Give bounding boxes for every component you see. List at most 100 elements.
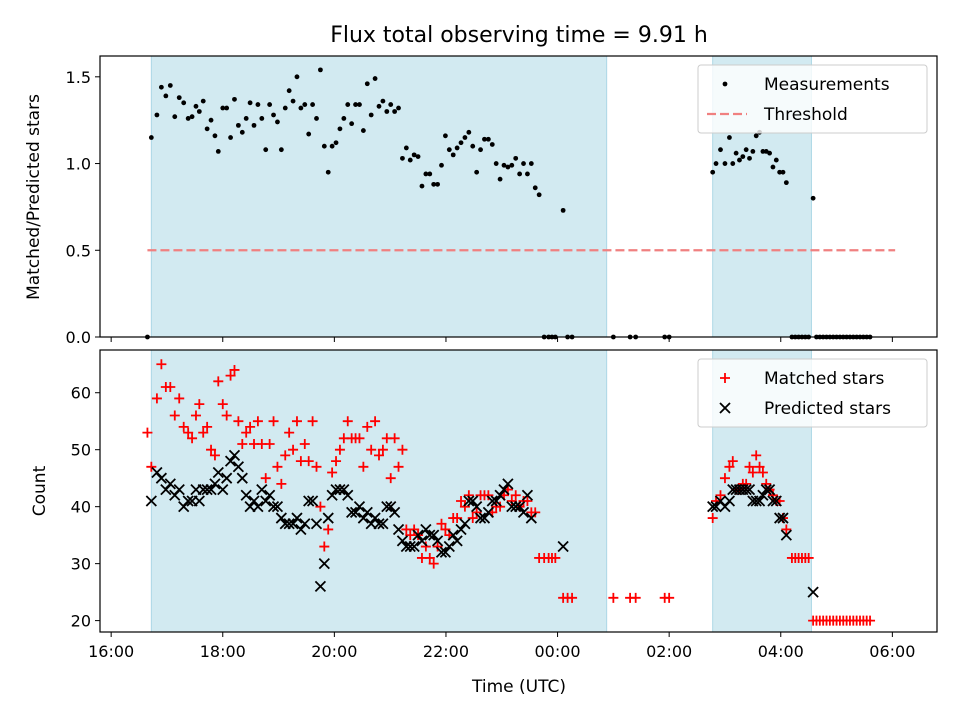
matched-star-point — [630, 592, 641, 603]
predicted-star-point — [283, 518, 295, 530]
measurement-point — [318, 67, 323, 73]
matched-star-point — [327, 467, 338, 478]
predicted-star-point — [439, 546, 452, 558]
predicted-star-point — [459, 518, 471, 530]
predicted-star-point — [381, 501, 393, 513]
matched-star-point — [374, 450, 384, 461]
matched-star-point — [264, 439, 275, 449]
measurement-point — [255, 102, 261, 107]
measurement-point — [200, 98, 206, 104]
measurement-point — [298, 105, 304, 111]
matched-star-point — [664, 592, 675, 603]
predicted-star-point — [396, 535, 409, 547]
y-tick-label: 50 — [71, 441, 91, 460]
predicted-star-point — [498, 483, 510, 496]
predicted-star-point — [385, 501, 397, 513]
matched-star-point — [510, 490, 521, 501]
measurement-point — [435, 181, 440, 187]
measurement-point — [780, 169, 786, 175]
legend-x-icon — [719, 402, 731, 414]
predicted-star-point — [155, 472, 168, 484]
matched-star-point — [319, 541, 330, 552]
predicted-star-point — [322, 512, 334, 524]
measurement-point — [243, 116, 249, 121]
matched-star-point — [142, 427, 153, 438]
measurement-point — [314, 116, 319, 121]
predicted-star-point — [463, 495, 475, 507]
measurement-point — [388, 102, 394, 107]
predicted-star-point — [431, 535, 444, 547]
measurement-point — [232, 96, 237, 102]
measurement-point — [337, 126, 343, 132]
matched-star-point — [715, 490, 726, 501]
predicted-star-point — [767, 495, 779, 507]
measurement-point — [427, 171, 433, 177]
measurement-point — [372, 76, 378, 81]
matched-star-point — [567, 592, 578, 603]
measurement-point — [509, 162, 515, 168]
measurement-point — [349, 121, 355, 127]
measurement-point — [290, 98, 296, 104]
predicted-star-point — [314, 580, 327, 593]
x-tick-label: 02:00 — [646, 642, 692, 661]
measurement-point — [267, 102, 273, 107]
matched-star-point — [358, 461, 369, 472]
predicted-star-point — [326, 489, 338, 501]
measurement-point — [333, 140, 339, 146]
measurement-point — [489, 142, 495, 147]
measurement-point — [224, 105, 230, 111]
measurement-point — [419, 183, 425, 189]
predicted-star-point — [306, 495, 319, 507]
matched-star-point — [174, 393, 185, 404]
measurement-point — [407, 157, 413, 163]
measurement-point — [220, 105, 226, 111]
predicted-star-point — [763, 483, 776, 496]
measurement-point — [360, 128, 366, 133]
predicted-star-point — [404, 540, 416, 553]
measurement-point — [400, 155, 405, 161]
predicted-star-point — [173, 483, 185, 496]
predicted-star-point — [388, 506, 401, 519]
measurement-point — [431, 181, 437, 187]
measurement-point — [443, 133, 448, 139]
measurement-point — [263, 147, 269, 153]
predicted-star-point — [525, 512, 537, 524]
predicted-star-point — [193, 495, 205, 507]
matched-star-point — [331, 456, 342, 467]
measurement-point — [193, 103, 199, 109]
matched-star-point — [803, 552, 814, 563]
predicted-star-point — [416, 535, 428, 547]
predicted-star-point — [510, 501, 522, 513]
matched-star-point — [366, 444, 377, 455]
measurement-point — [357, 102, 362, 107]
measurement-point — [345, 102, 351, 107]
measurement-point — [403, 145, 409, 151]
measurement-point — [505, 164, 511, 170]
legend-label: Threshold — [763, 105, 848, 125]
matched-star-point — [354, 433, 365, 444]
measurement-point — [196, 109, 202, 114]
matched-star-point — [217, 399, 228, 410]
predicted-star-point — [271, 501, 284, 513]
measurement-point — [753, 133, 759, 139]
legend-dot-icon — [722, 81, 728, 87]
measurement-point — [172, 114, 178, 120]
matched-star-point — [724, 461, 735, 472]
x-tick-label: 04:00 — [758, 642, 804, 661]
matched-star-point — [463, 490, 474, 501]
matched-star-point — [237, 439, 248, 449]
predicted-star-point — [318, 557, 330, 570]
matched-star-point — [440, 524, 451, 535]
measurement-point — [727, 135, 732, 140]
predicted-star-point — [474, 512, 487, 524]
measurement-point — [482, 136, 487, 142]
predicted-star-point — [471, 501, 483, 513]
legend-box — [697, 64, 928, 134]
measurement-point — [493, 161, 499, 166]
y-tick-label: 30 — [71, 555, 91, 574]
measurement-point — [364, 81, 370, 87]
measurement-point — [525, 171, 530, 177]
measurement-point — [521, 161, 526, 166]
predicted-star-point — [420, 523, 432, 536]
measurement-point — [474, 169, 480, 175]
